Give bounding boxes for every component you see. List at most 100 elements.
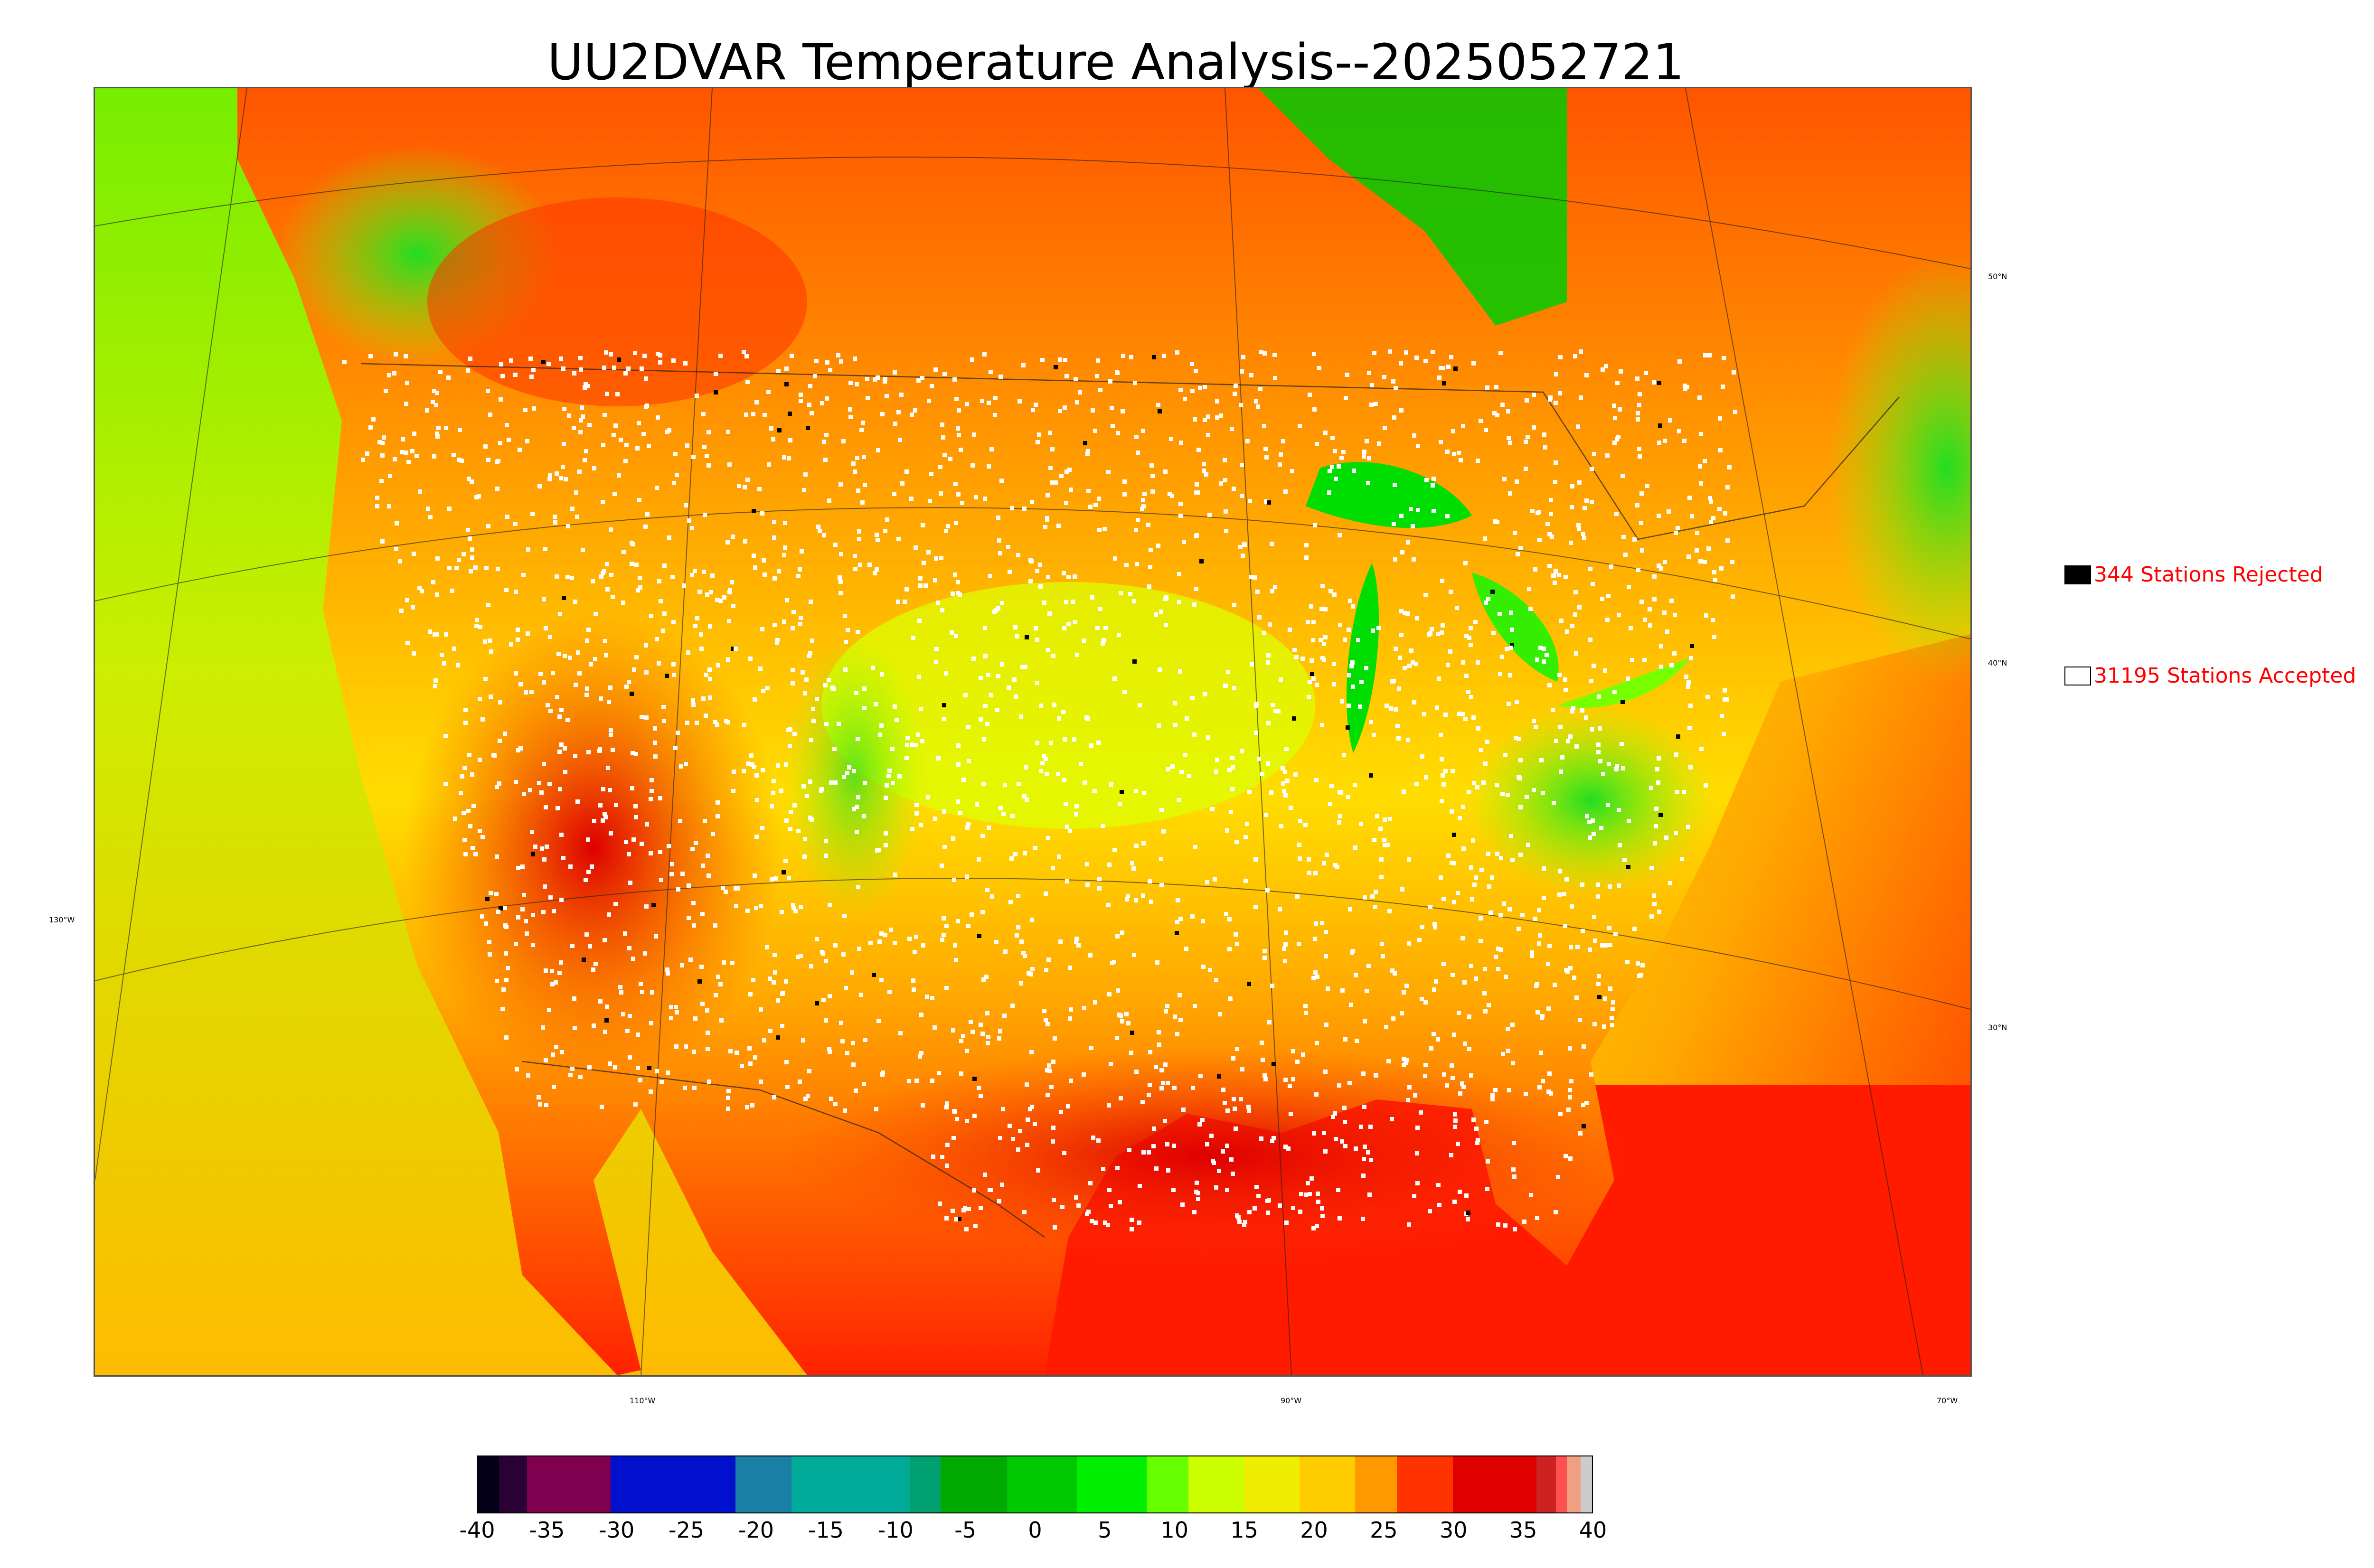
- accepted-station: [1446, 854, 1451, 858]
- accepted-station: [1550, 535, 1554, 539]
- accepted-station: [1592, 832, 1596, 836]
- accepted-station: [1334, 1137, 1338, 1141]
- accepted-station: [387, 373, 391, 377]
- accepted-station: [1366, 481, 1370, 485]
- accepted-station: [1250, 662, 1254, 667]
- accepted-station: [1057, 854, 1061, 859]
- accepted-station: [1436, 1037, 1440, 1042]
- accepted-station: [709, 590, 713, 594]
- accepted-station: [657, 661, 661, 666]
- accepted-station: [1538, 646, 1543, 650]
- accepted-station: [970, 357, 974, 362]
- accepted-station: [1635, 503, 1639, 507]
- accepted-station: [638, 1078, 642, 1082]
- accepted-station: [1285, 779, 1290, 783]
- accepted-station: [1019, 981, 1023, 986]
- accepted-station: [1450, 1063, 1454, 1068]
- accepted-station: [895, 718, 899, 722]
- accepted-station: [1097, 886, 1102, 891]
- accepted-station: [1157, 723, 1161, 728]
- temperature-map[interactable]: [94, 87, 1972, 1377]
- accepted-station: [1381, 954, 1385, 958]
- accepted-station: [1085, 883, 1090, 887]
- accepted-station: [1451, 1076, 1455, 1080]
- accepted-station: [1385, 843, 1390, 847]
- accepted-station: [1052, 1198, 1056, 1202]
- accepted-station: [603, 639, 607, 643]
- accepted-station: [1359, 822, 1363, 826]
- accepted-station: [1227, 768, 1232, 772]
- accepted-station: [1568, 1156, 1573, 1161]
- accepted-station: [1136, 451, 1140, 455]
- accepted-station: [642, 354, 647, 358]
- accepted-station: [1239, 1097, 1243, 1101]
- accepted-station: [1610, 1016, 1614, 1020]
- accepted-station: [1046, 648, 1050, 652]
- accepted-station: [1620, 742, 1624, 746]
- accepted-station: [710, 573, 715, 578]
- accepted-station: [1552, 801, 1556, 805]
- rejected-station: [1690, 644, 1694, 648]
- hudson-bay: [1258, 88, 1567, 326]
- accepted-station: [1173, 1014, 1177, 1019]
- accepted-station: [1016, 894, 1020, 898]
- accepted-station: [470, 555, 474, 560]
- accepted-station: [1515, 479, 1519, 484]
- accepted-station: [1010, 814, 1015, 818]
- accepted-station: [1353, 845, 1357, 850]
- accepted-station: [635, 446, 640, 451]
- accepted-station: [516, 748, 520, 752]
- accepted-station: [1096, 741, 1101, 745]
- accepted-station: [1135, 562, 1139, 566]
- accepted-station: [1686, 680, 1691, 685]
- accepted-station: [1299, 1192, 1303, 1196]
- accepted-station: [1241, 554, 1245, 558]
- accepted-station: [675, 473, 679, 477]
- accepted-station: [1431, 483, 1435, 488]
- accepted-station: [1420, 754, 1424, 759]
- accepted-station: [1476, 660, 1480, 665]
- accepted-station: [1453, 1118, 1458, 1123]
- accepted-station: [1448, 649, 1452, 654]
- accepted-station: [1224, 509, 1228, 514]
- accepted-station: [675, 1010, 679, 1014]
- accepted-station: [705, 1008, 709, 1013]
- accepted-station: [532, 406, 536, 411]
- colorbar-tick-label: -40: [459, 1517, 495, 1543]
- accepted-station: [985, 1011, 989, 1015]
- accepted-station: [1024, 765, 1028, 770]
- accepted-station: [1356, 638, 1360, 642]
- accepted-station: [815, 697, 819, 701]
- accepted-station: [676, 731, 680, 735]
- accepted-station: [1382, 375, 1386, 379]
- accepted-station: [1133, 381, 1137, 385]
- accepted-station: [471, 846, 475, 850]
- accepted-station: [1571, 706, 1575, 710]
- accepted-station: [556, 652, 561, 656]
- accepted-station: [584, 382, 588, 386]
- accepted-station: [1278, 1203, 1282, 1208]
- rejected-station: [697, 979, 702, 984]
- accepted-station: [862, 1082, 866, 1086]
- accepted-station: [1504, 975, 1508, 979]
- accepted-station: [913, 950, 917, 954]
- accepted-station: [784, 979, 788, 984]
- accepted-station: [799, 954, 803, 958]
- accepted-station: [828, 368, 832, 372]
- accepted-station: [1515, 700, 1519, 704]
- accepted-station: [1698, 464, 1702, 469]
- accepted-station: [1314, 778, 1319, 782]
- accepted-station: [716, 800, 720, 805]
- accepted-station: [1320, 584, 1325, 588]
- accepted-station: [603, 812, 607, 816]
- colorbar-band: [1076, 1456, 1147, 1512]
- accepted-station: [1166, 1168, 1170, 1173]
- accepted-station: [1570, 709, 1574, 714]
- accepted-station: [799, 616, 803, 620]
- accepted-station: [820, 401, 824, 405]
- accepted-station: [542, 857, 546, 862]
- accepted-station: [1003, 783, 1007, 787]
- accepted-station: [1344, 396, 1348, 400]
- accepted-station: [1558, 355, 1563, 359]
- accepted-station: [1313, 523, 1317, 527]
